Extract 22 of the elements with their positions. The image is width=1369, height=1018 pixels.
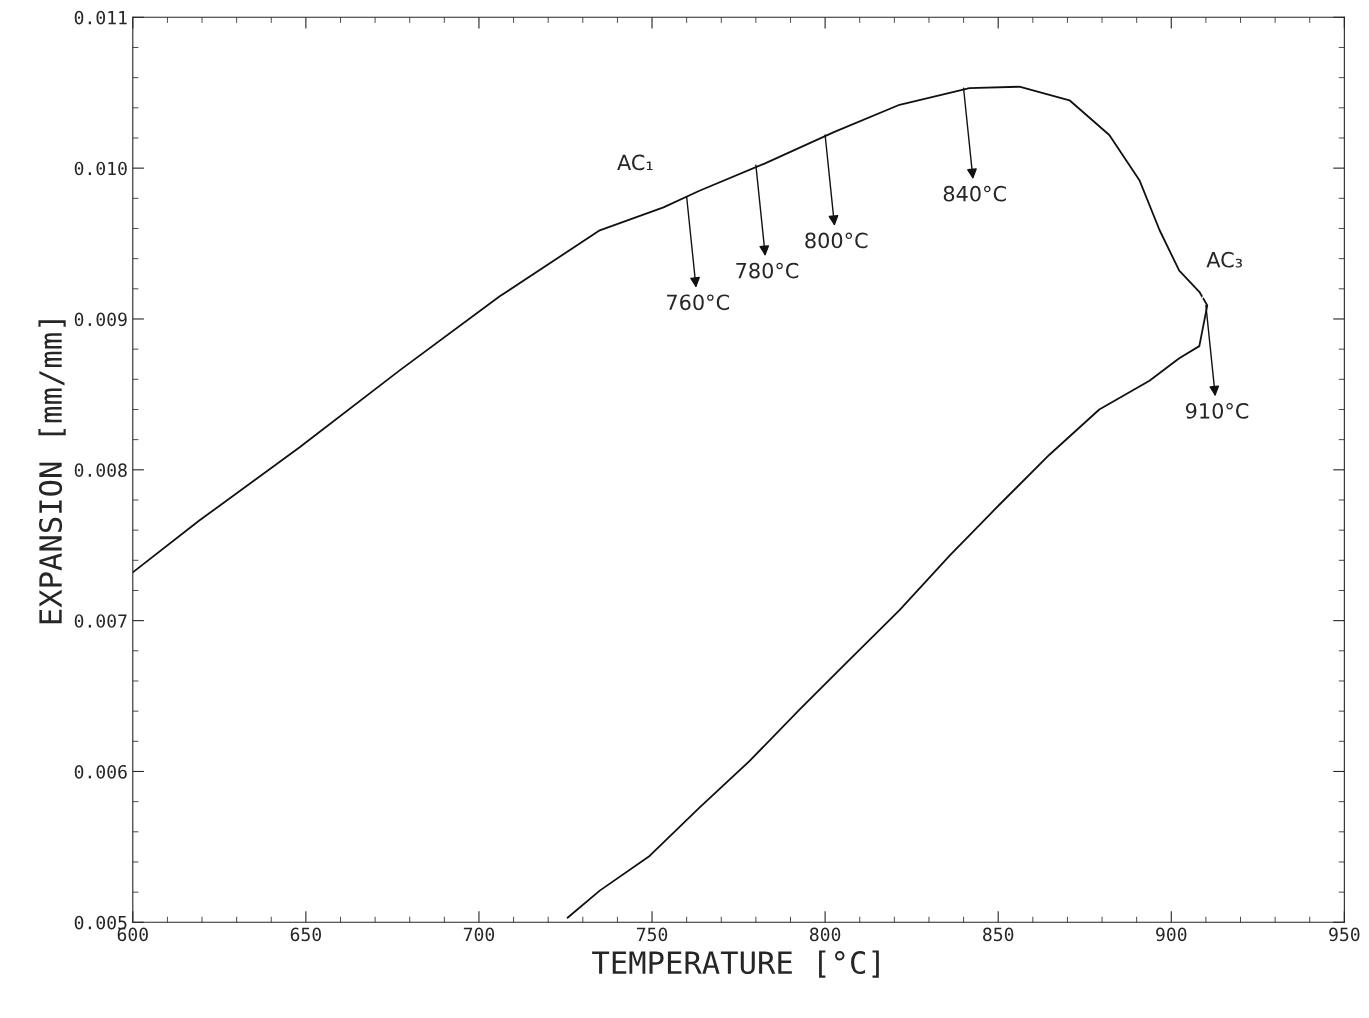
x-tick-label: 900 <box>1156 927 1187 942</box>
x-tick-label: 800 <box>809 927 841 942</box>
y-tick-label: 0.006 <box>74 764 127 779</box>
x-tick-label: 650 <box>290 927 322 942</box>
x-tick-label: 850 <box>983 927 1014 942</box>
y-tick-label: 0.008 <box>74 463 127 477</box>
annotation: 780°C <box>736 262 799 279</box>
x-tick-label: 950 <box>1329 927 1360 942</box>
annotation: 840°C <box>943 185 1006 202</box>
x-tick-label: 750 <box>636 927 668 942</box>
x-axis-title: TEMPERATURE [°C] <box>592 950 879 978</box>
annotation: AC₃ <box>1206 251 1242 268</box>
y-tick-label: 0.007 <box>74 614 127 628</box>
y-tick-label: 0.009 <box>74 312 127 327</box>
annotation: 760°C <box>667 294 729 311</box>
x-tick-label: 700 <box>463 927 495 942</box>
annotation: 910°C <box>1185 402 1249 419</box>
annotation: 800°C <box>805 232 868 249</box>
y-axis-title: EXPANSION [mm/mm] <box>38 320 66 624</box>
annotation: AC₁ <box>617 154 653 171</box>
y-tick-label: 0.011 <box>74 10 127 25</box>
y-tick-label: 0.010 <box>74 161 127 176</box>
